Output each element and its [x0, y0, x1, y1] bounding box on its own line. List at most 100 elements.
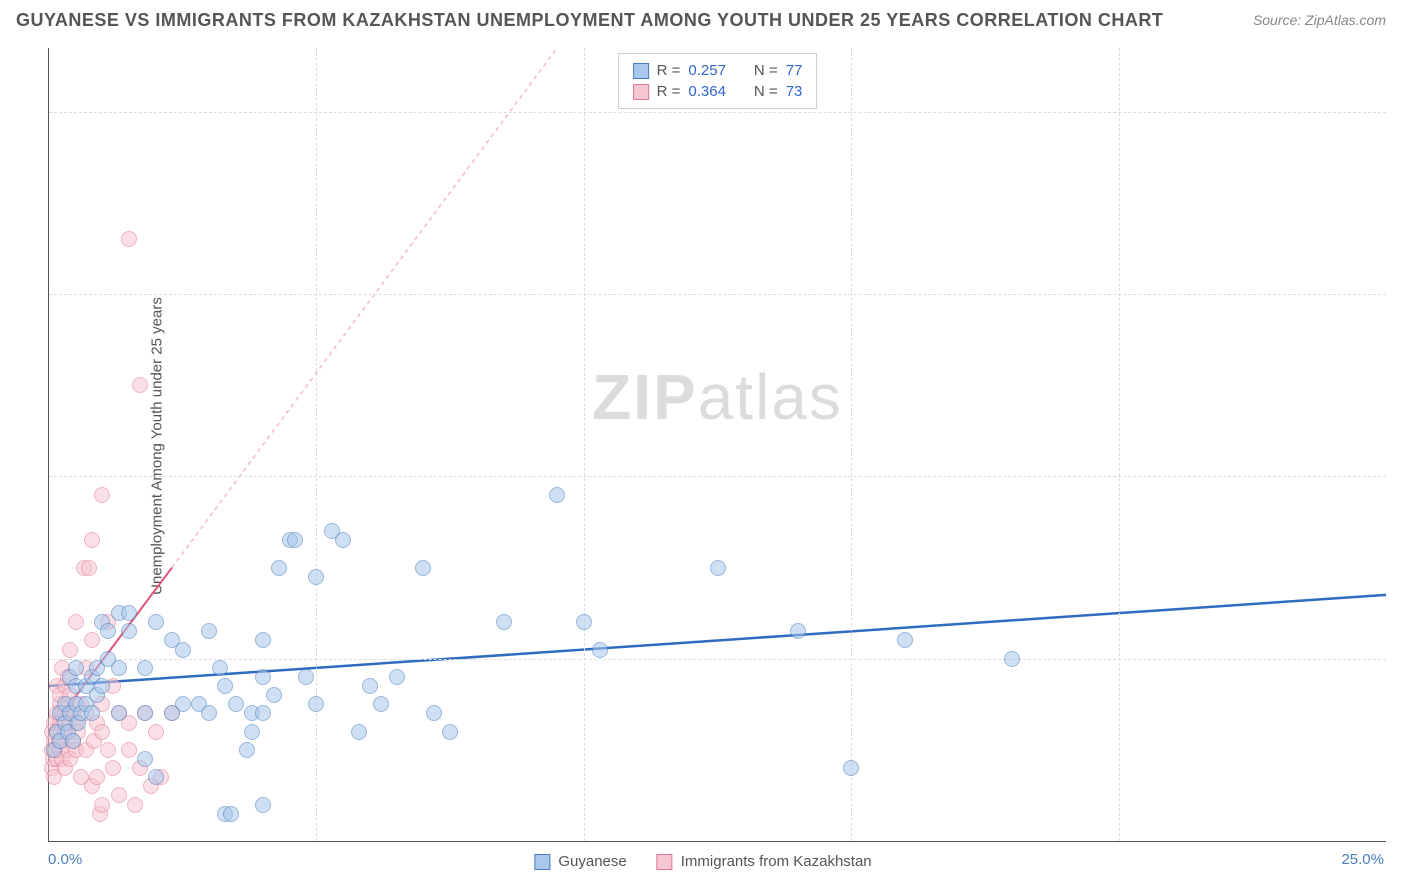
trend-line: [172, 48, 557, 568]
stats-row-kazakhstan: R = 0.364 N = 73: [633, 81, 803, 102]
gridline-v: [584, 48, 585, 841]
data-point: [111, 705, 127, 721]
data-point: [496, 614, 512, 630]
data-point: [592, 642, 608, 658]
data-point: [94, 797, 110, 813]
gridline-h: [49, 476, 1386, 477]
data-point: [217, 678, 233, 694]
data-point: [442, 724, 458, 740]
data-point: [148, 724, 164, 740]
data-point: [201, 623, 217, 639]
data-point: [335, 532, 351, 548]
y-tick-label: 20.0%: [1394, 650, 1406, 667]
swatch-kazakhstan: [633, 84, 649, 100]
data-point: [415, 560, 431, 576]
chart-title: GUYANESE VS IMMIGRANTS FROM KAZAKHSTAN U…: [16, 10, 1163, 31]
n-value: 73: [786, 83, 803, 100]
data-point: [62, 642, 78, 658]
data-point: [308, 569, 324, 585]
n-value: 77: [786, 62, 803, 79]
n-label: N =: [754, 83, 778, 100]
legend-swatch-guyanese: [534, 854, 550, 870]
data-point: [148, 614, 164, 630]
data-point: [137, 705, 153, 721]
data-point: [68, 614, 84, 630]
data-point: [111, 660, 127, 676]
y-tick-label: 60.0%: [1394, 286, 1406, 303]
data-point: [121, 231, 137, 247]
r-value: 0.364: [688, 83, 726, 100]
data-point: [1004, 651, 1020, 667]
r-label: R =: [657, 62, 681, 79]
legend-label: Immigrants from Kazakhstan: [681, 853, 872, 870]
stats-row-guyanese: R = 0.257 N = 77: [633, 60, 803, 81]
data-point: [228, 696, 244, 712]
data-point: [212, 660, 228, 676]
data-point: [94, 724, 110, 740]
data-point: [175, 696, 191, 712]
data-point: [84, 532, 100, 548]
trend-lines: [49, 48, 1386, 841]
gridline-v: [1119, 48, 1120, 841]
data-point: [132, 377, 148, 393]
data-point: [239, 742, 255, 758]
data-point: [244, 724, 260, 740]
data-point: [121, 742, 137, 758]
scatter-plot-area: ZIPatlas R = 0.257 N = 77 R = 0.364 N = …: [48, 48, 1386, 842]
x-axis-max-label: 25.0%: [1341, 851, 1384, 868]
data-point: [549, 487, 565, 503]
data-point: [94, 487, 110, 503]
legend: Guyanese Immigrants from Kazakhstan: [534, 853, 871, 870]
y-tick-label: 80.0%: [1394, 103, 1406, 120]
data-point: [266, 687, 282, 703]
data-point: [373, 696, 389, 712]
data-point: [137, 751, 153, 767]
data-point: [100, 742, 116, 758]
data-point: [287, 532, 303, 548]
data-point: [127, 797, 143, 813]
data-point: [81, 560, 97, 576]
data-point: [271, 560, 287, 576]
data-point: [121, 605, 137, 621]
data-point: [308, 696, 324, 712]
data-point: [389, 669, 405, 685]
data-point: [84, 632, 100, 648]
data-point: [201, 705, 217, 721]
data-point: [111, 787, 127, 803]
r-value: 0.257: [688, 62, 726, 79]
source-attribution: Source: ZipAtlas.com: [1253, 12, 1386, 28]
x-axis-min-label: 0.0%: [48, 851, 82, 868]
data-point: [100, 623, 116, 639]
data-point: [576, 614, 592, 630]
gridline-h: [49, 659, 1386, 660]
data-point: [121, 623, 137, 639]
data-point: [68, 660, 84, 676]
data-point: [223, 806, 239, 822]
data-point: [148, 769, 164, 785]
gridline-v: [851, 48, 852, 841]
y-tick-label: 40.0%: [1394, 468, 1406, 485]
data-point: [105, 760, 121, 776]
data-point: [426, 705, 442, 721]
swatch-guyanese: [633, 63, 649, 79]
data-point: [94, 678, 110, 694]
data-point: [255, 632, 271, 648]
data-point: [710, 560, 726, 576]
data-point: [255, 797, 271, 813]
data-point: [89, 769, 105, 785]
n-label: N =: [754, 62, 778, 79]
legend-item-guyanese: Guyanese: [534, 853, 626, 870]
data-point: [362, 678, 378, 694]
gridline-v: [316, 48, 317, 841]
legend-item-kazakhstan: Immigrants from Kazakhstan: [657, 853, 872, 870]
gridline-h: [49, 294, 1386, 295]
data-point: [175, 642, 191, 658]
r-label: R =: [657, 83, 681, 100]
legend-swatch-kazakhstan: [657, 854, 673, 870]
data-point: [255, 669, 271, 685]
data-point: [790, 623, 806, 639]
trend-line: [49, 595, 1386, 686]
data-point: [843, 760, 859, 776]
data-point: [84, 705, 100, 721]
data-point: [255, 705, 271, 721]
